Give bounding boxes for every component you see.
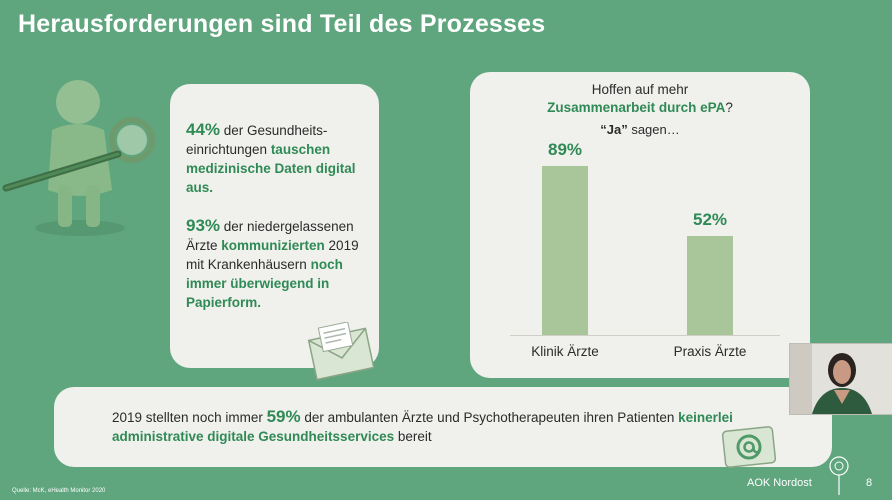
stat-text: der Gesundheits-einrichtungen xyxy=(186,123,328,157)
chart-question-line2: Zusammenarbeit durch ePA? xyxy=(470,100,810,115)
chart-answer-line: “Ja” sagen… xyxy=(470,122,810,137)
webcam-video-feed xyxy=(789,343,892,415)
chart-category-label: Klinik Ärzte xyxy=(531,344,599,359)
stat-paragraph-exchange: 44% der Gesundheits-einrichtungen tausch… xyxy=(186,120,378,197)
chart-card: Hoffen auf mehr Zusammenarbeit durch ePA… xyxy=(470,72,810,378)
stat-highlight: noch immer überwiegend in Papierform. xyxy=(186,257,343,310)
chart-answer-text: sagen… xyxy=(627,122,680,137)
stat-value-44: 44% xyxy=(186,120,221,139)
stat-text: 2019 mit Krankenhäusern xyxy=(186,238,359,272)
summary-value: 59% xyxy=(266,407,301,426)
stat-highlight: kommunizierten xyxy=(221,238,325,253)
summary-card: 2019 stellten noch immer 59% der ambulan… xyxy=(54,387,832,467)
stat-paragraph-paper: 93% der niedergelassenen Ärzte kommunizi… xyxy=(186,216,378,312)
stats-card: 44% der Gesundheits-einrichtungen tausch… xyxy=(170,84,379,368)
source-note: Quelle: McK, eHealth Monitor 2020 xyxy=(12,488,106,494)
chart-question-highlight: Zusammenarbeit durch ePA xyxy=(547,100,726,115)
chart-answer-bold: “Ja” xyxy=(600,122,628,137)
chart-value-label: 89% xyxy=(547,139,583,159)
chart-category-label: Praxis Ärzte xyxy=(673,344,747,359)
at-sign-icon xyxy=(721,426,777,468)
stat-highlight: tauschen medizinische Daten digital aus. xyxy=(186,142,356,195)
summary-highlight: keinerlei administrative digitale Gesund… xyxy=(112,410,733,444)
stat-value-93: 93% xyxy=(186,216,221,235)
chart-question-mark: ? xyxy=(725,100,733,115)
chart-bar xyxy=(542,165,588,335)
aok-tree-logo-icon xyxy=(829,456,849,495)
page-number: 8 xyxy=(866,477,873,489)
summary-text-part: 2019 stellten noch immer xyxy=(112,410,267,425)
chart-baseline xyxy=(510,335,780,336)
summary-text-part: der ambulanten Ärzte und Psychotherapeut… xyxy=(300,410,679,425)
brand-name: AOK Nordost xyxy=(747,477,812,489)
presenter-silhouette-icon xyxy=(790,344,892,414)
chart-value-label: 52% xyxy=(692,210,728,230)
stat-text: der niedergelassenen Ärzte xyxy=(186,219,354,253)
envelope-icon xyxy=(307,322,375,381)
chart-question-line1: Hoffen auf mehr xyxy=(591,82,689,97)
summary-text: 2019 stellten noch immer 59% der ambulan… xyxy=(112,407,812,446)
summary-text-part: bereit xyxy=(394,429,432,444)
magnifier-figure-icon xyxy=(2,80,155,236)
slide-title: Herausforderungen sind Teil des Prozesse… xyxy=(18,10,546,38)
chart-bar xyxy=(687,236,733,335)
